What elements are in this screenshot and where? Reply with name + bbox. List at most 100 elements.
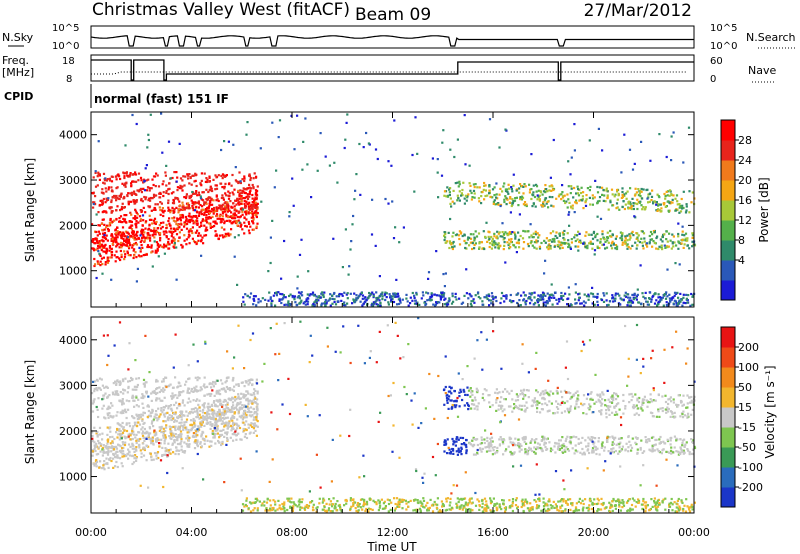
range-cell bbox=[483, 247, 486, 251]
range-cell bbox=[575, 192, 578, 195]
range-cell bbox=[616, 206, 619, 209]
range-cell bbox=[169, 404, 173, 407]
range-cell bbox=[161, 446, 164, 449]
range-cell bbox=[203, 219, 206, 222]
range-cell bbox=[104, 451, 107, 454]
range-cell bbox=[171, 232, 174, 235]
range-cell bbox=[221, 234, 224, 237]
range-cell bbox=[451, 242, 454, 245]
range-cell bbox=[171, 176, 174, 180]
range-cell bbox=[680, 298, 684, 301]
range-cell bbox=[568, 201, 571, 204]
range-cell bbox=[212, 436, 215, 439]
range-cell bbox=[251, 193, 254, 197]
range-cell bbox=[205, 202, 208, 205]
range-cell bbox=[245, 195, 248, 199]
range-cell bbox=[512, 200, 515, 203]
range-cell bbox=[165, 184, 168, 187]
range-cell bbox=[567, 239, 570, 242]
range-cell bbox=[523, 294, 527, 297]
range-cell bbox=[532, 194, 535, 197]
range-cell bbox=[629, 203, 632, 206]
range-cell bbox=[524, 301, 527, 304]
range-cell bbox=[681, 304, 684, 307]
range-cell bbox=[226, 210, 229, 213]
range-cell bbox=[552, 230, 555, 233]
range-cell bbox=[204, 412, 207, 415]
range-cell bbox=[678, 300, 681, 304]
range-cell bbox=[217, 411, 220, 414]
range-cell bbox=[631, 508, 634, 511]
range-cell bbox=[219, 182, 222, 185]
range-cell bbox=[269, 236, 272, 239]
range-cell bbox=[627, 301, 630, 304]
range-cell bbox=[245, 200, 248, 203]
range-cell bbox=[544, 191, 547, 194]
range-cell bbox=[241, 407, 244, 410]
range-cell bbox=[339, 508, 342, 511]
range-cell bbox=[640, 187, 643, 191]
range-cell bbox=[580, 186, 583, 189]
range-cell bbox=[348, 265, 351, 268]
range-cell bbox=[461, 301, 465, 304]
range-cell bbox=[141, 393, 144, 396]
range-cell bbox=[125, 171, 128, 174]
range-cell bbox=[200, 172, 203, 175]
range-cell bbox=[530, 299, 533, 302]
range-cell bbox=[549, 504, 552, 507]
range-cell bbox=[93, 441, 96, 444]
range-cell bbox=[122, 402, 125, 405]
range-cell bbox=[188, 242, 191, 245]
range-cell bbox=[202, 208, 205, 211]
range-cell bbox=[627, 207, 630, 210]
range-cell bbox=[194, 441, 197, 444]
range-cell bbox=[223, 425, 226, 428]
range-cell bbox=[121, 433, 124, 436]
range-cell bbox=[162, 211, 165, 214]
range-cell bbox=[140, 243, 143, 247]
range-cell bbox=[672, 131, 675, 134]
range-cell bbox=[211, 207, 214, 211]
range-cell bbox=[447, 231, 450, 234]
range-cell bbox=[394, 507, 397, 510]
range-cell bbox=[92, 247, 95, 250]
range-cell bbox=[393, 293, 396, 296]
range-cell bbox=[186, 401, 189, 404]
range-cell bbox=[155, 380, 158, 383]
range-cell bbox=[211, 189, 214, 193]
range-cell bbox=[233, 212, 236, 215]
range-cell bbox=[119, 445, 122, 448]
range-cell bbox=[214, 421, 217, 424]
range-cell bbox=[623, 133, 626, 136]
range-cell bbox=[205, 226, 208, 229]
range-cell bbox=[355, 173, 358, 176]
range-cell bbox=[552, 205, 555, 208]
range-cell bbox=[213, 436, 216, 439]
range-cell bbox=[256, 406, 259, 409]
range-cell bbox=[532, 202, 535, 205]
range-cell bbox=[549, 232, 552, 235]
range-cell bbox=[155, 410, 158, 413]
range-cell bbox=[97, 171, 100, 174]
range-cell bbox=[243, 435, 246, 438]
range-cell bbox=[156, 437, 159, 440]
range-cell bbox=[655, 201, 658, 204]
range-cell bbox=[196, 410, 199, 414]
range-cell bbox=[576, 192, 580, 195]
range-cell bbox=[488, 294, 491, 298]
range-cell bbox=[244, 224, 247, 228]
range-cell bbox=[626, 234, 629, 237]
range-cell bbox=[156, 391, 159, 395]
range-cell bbox=[621, 193, 624, 196]
range-cell bbox=[145, 253, 148, 256]
range-cell bbox=[446, 240, 449, 243]
range-cell bbox=[249, 393, 252, 396]
range-cell bbox=[124, 185, 127, 188]
range-cell bbox=[646, 303, 649, 306]
range-cell bbox=[569, 508, 572, 511]
range-cell bbox=[447, 303, 450, 306]
range-cell bbox=[502, 185, 505, 188]
range-cell bbox=[505, 203, 508, 206]
range-cell bbox=[121, 226, 125, 229]
range-cell bbox=[98, 242, 101, 245]
